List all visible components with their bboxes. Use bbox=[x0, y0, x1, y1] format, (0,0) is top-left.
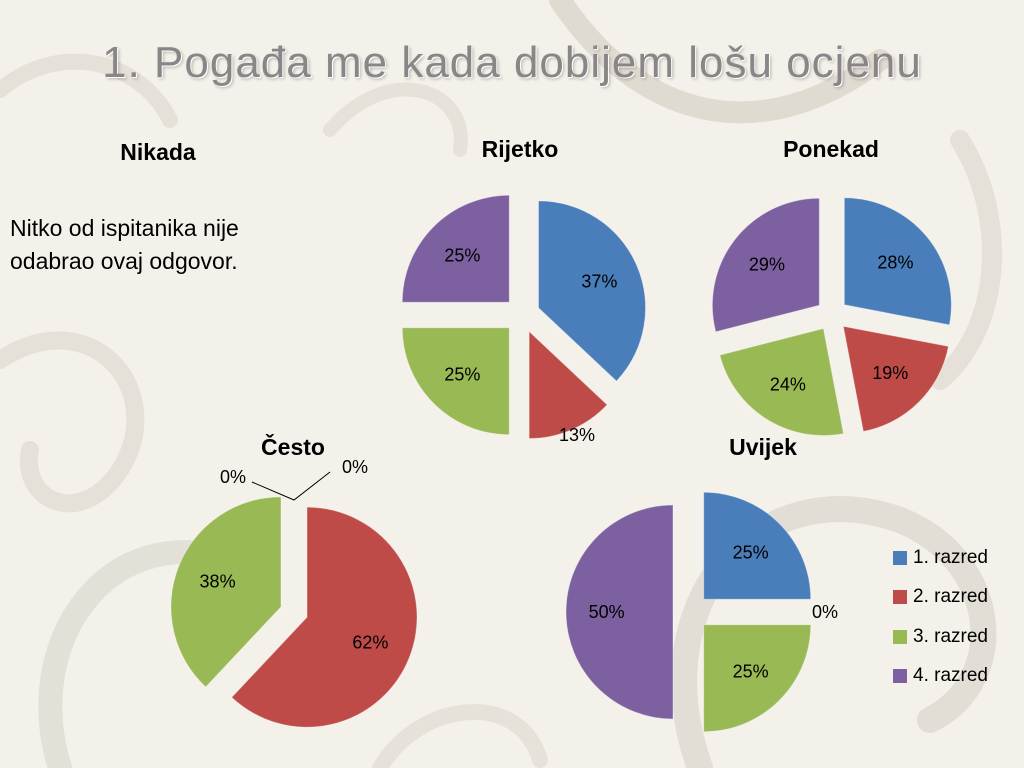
data-label-class-4: 50% bbox=[589, 602, 625, 622]
pie-slice-class-4 bbox=[565, 504, 674, 720]
legend-item: 3. razred bbox=[893, 617, 988, 657]
legend-swatch bbox=[893, 669, 907, 684]
nikada-title: Nikada bbox=[120, 139, 196, 165]
data-label-class-1: 25% bbox=[733, 542, 769, 562]
chart-title-uvijek: Uvijek bbox=[729, 434, 797, 460]
legend-item: 4. razred bbox=[893, 657, 988, 697]
data-label-class-1: 37% bbox=[581, 272, 617, 292]
pie-slice-class-2 bbox=[528, 330, 608, 440]
pie-slice-class-1 bbox=[843, 197, 952, 326]
data-label-class-3: 38% bbox=[200, 572, 236, 592]
slide-title: 1. Pogađa me kada dobijem lošu ocjenu bbox=[102, 38, 922, 87]
pie-slice-class-1 bbox=[703, 491, 812, 600]
chart-title-ponekad: Ponekad bbox=[783, 136, 879, 162]
legend-item: 2. razred bbox=[893, 578, 988, 618]
data-label-class-2: 62% bbox=[352, 632, 388, 652]
data-label-class-3: 25% bbox=[444, 365, 480, 385]
pie-slice-class-3 bbox=[401, 327, 510, 436]
pie-slice-class-2 bbox=[231, 506, 418, 728]
legend-swatch bbox=[893, 590, 907, 605]
legend: 1. razred 2. razred 3. razred 4. razred bbox=[893, 538, 988, 696]
data-label-class-2: 0% bbox=[812, 602, 838, 622]
legend-swatch bbox=[893, 629, 907, 644]
pie-slice-class-3 bbox=[703, 624, 812, 733]
data-label-class-1: 0% bbox=[220, 467, 246, 487]
legend-label: 2. razred bbox=[913, 586, 988, 608]
legend-label: 1. razred bbox=[913, 546, 988, 568]
data-label-class-3: 25% bbox=[733, 662, 769, 682]
legend-item: 1. razred bbox=[893, 538, 988, 578]
pie-slice-class-3 bbox=[170, 496, 282, 688]
data-label-class-1: 28% bbox=[877, 253, 913, 273]
pie-slice-class-2 bbox=[842, 325, 950, 433]
data-label-class-3: 24% bbox=[770, 375, 806, 395]
leader-line bbox=[251, 471, 331, 501]
chart-title-cesto: Često bbox=[261, 434, 325, 460]
pie-slice-class-1 bbox=[538, 200, 646, 382]
legend-swatch bbox=[893, 550, 907, 565]
data-label-class-2: 19% bbox=[872, 363, 908, 383]
nikada-note: Nitko od ispitanika nije odabrao ovaj od… bbox=[10, 215, 239, 274]
legend-label: 4. razred bbox=[913, 665, 988, 687]
chart-title-rijetko: Rijetko bbox=[481, 136, 559, 162]
pie-slice-class-4 bbox=[401, 194, 510, 303]
data-label-class-4: 25% bbox=[444, 245, 480, 265]
data-label-class-4: 0% bbox=[342, 457, 368, 477]
data-label-class-4: 29% bbox=[749, 255, 785, 275]
data-label-class-2: 13% bbox=[559, 425, 595, 445]
legend-label: 3. razred bbox=[913, 625, 988, 647]
pie-slice-class-3 bbox=[719, 327, 845, 436]
pie-slice-class-4 bbox=[711, 197, 820, 333]
